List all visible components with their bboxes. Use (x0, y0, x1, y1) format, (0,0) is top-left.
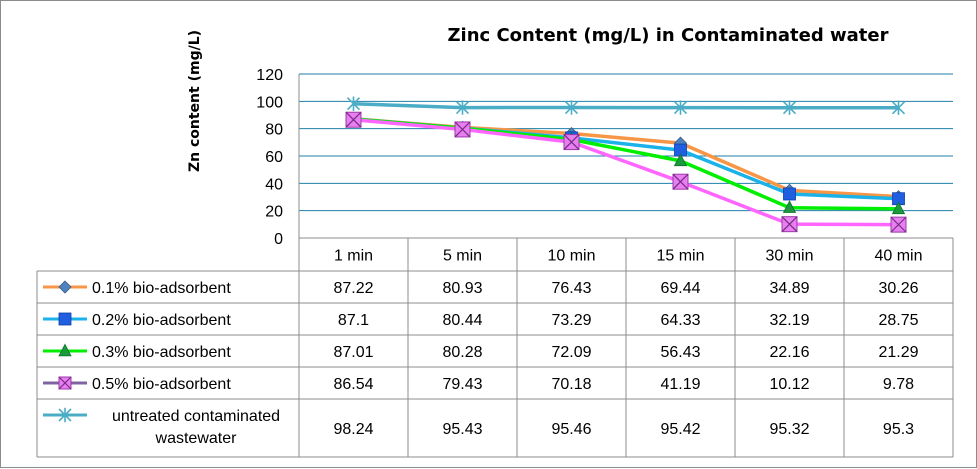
chart-title: Zinc Content (mg/L) in Contaminated wate… (448, 25, 889, 46)
table-cell: 22.16 (769, 344, 809, 361)
table-cell: 95.3 (883, 421, 914, 438)
table-cell: 87.01 (333, 344, 373, 361)
x-category-label: 1 min (334, 248, 373, 265)
data-point (782, 100, 797, 115)
legend-label: 0.3% bio-adsorbent (92, 344, 231, 361)
data-point (455, 100, 470, 115)
y-tick-label: 60 (265, 149, 283, 166)
series-line (353, 117, 899, 201)
legend-label: untreated contaminated (112, 408, 280, 425)
legend-marker (58, 376, 72, 390)
table-cell: 79.43 (442, 376, 482, 393)
series-line (353, 117, 899, 227)
table-cell: 28.75 (878, 312, 918, 329)
data-point (563, 134, 580, 151)
x-category-label: 40 min (874, 248, 922, 265)
y-tick-label: 80 (265, 122, 283, 139)
data-point (783, 187, 796, 201)
table-cell: 98.24 (333, 421, 373, 438)
table-cell: 87.1 (338, 312, 369, 329)
table-cell: 95.32 (769, 421, 809, 438)
table-cell: 80.93 (442, 280, 482, 297)
data-point (890, 216, 907, 233)
gridlines (298, 73, 953, 238)
data-point (673, 153, 688, 167)
table-cell: 95.42 (660, 421, 700, 438)
series-lines (353, 101, 899, 227)
legend-label: 0.2% bio-adsorbent (92, 312, 231, 329)
table-cell: 32.19 (769, 312, 809, 329)
table-cell: 86.54 (333, 376, 373, 393)
data-point (672, 173, 689, 190)
table-cell: 76.43 (551, 280, 591, 297)
series-line (353, 117, 899, 199)
data-point (673, 100, 688, 115)
data-point (781, 216, 798, 233)
y-tick-labels: 0 20 40 60 80 100 120 (256, 67, 283, 248)
table-cell: 41.19 (660, 376, 700, 393)
data-point (891, 201, 906, 215)
series-line (353, 101, 899, 110)
table-cell: 56.43 (660, 344, 700, 361)
table-cell: 73.29 (551, 312, 591, 329)
legend-marker (58, 280, 72, 294)
table-cell: 9.78 (883, 376, 914, 393)
table-cell: 34.89 (769, 280, 809, 297)
table-cell: 30.26 (878, 280, 918, 297)
table-cell: 87.22 (333, 280, 373, 297)
x-category-label: 30 min (765, 248, 813, 265)
table-cell: 80.44 (442, 312, 482, 329)
y-tick-label: 100 (256, 94, 283, 111)
x-category-label: 5 min (443, 248, 482, 265)
legend-label: 0.1% bio-adsorbent (92, 280, 231, 297)
series-markers (345, 96, 907, 233)
x-category-label: 15 min (656, 248, 704, 265)
y-tick-label: 20 (265, 204, 283, 221)
data-point (564, 100, 579, 115)
table-cell: 72.09 (551, 344, 591, 361)
legend-marker (58, 312, 72, 326)
y-tick-label: 40 (265, 176, 283, 193)
table-cell: 95.46 (551, 421, 591, 438)
data-point (454, 121, 471, 138)
table-cell: 69.44 (660, 280, 700, 297)
y-tick-label: 0 (274, 231, 283, 248)
x-category-label: 10 min (547, 248, 595, 265)
table-cell: 10.12 (769, 376, 809, 393)
data-point (891, 100, 906, 115)
y-axis-label: Zn content (mg/L) (187, 30, 203, 172)
y-tick-label: 120 (256, 67, 283, 84)
table-cell: 64.33 (660, 312, 700, 329)
legend-label: 0.5% bio-adsorbent (92, 376, 231, 393)
data-point (782, 200, 797, 213)
table-cell: 21.29 (878, 344, 918, 361)
legend-marker (58, 407, 72, 423)
table-cell: 95.43 (442, 421, 482, 438)
table-cell: 80.28 (442, 344, 482, 361)
data-table: 1 min 5 min 10 min 15 min 30 min 40 min 0.1% b… (36, 237, 954, 458)
data-point (345, 111, 362, 128)
table-cell: 70.18 (551, 376, 591, 393)
legend-marker (58, 343, 72, 357)
legend-label: wastewater (155, 430, 238, 447)
data-point (346, 96, 361, 111)
